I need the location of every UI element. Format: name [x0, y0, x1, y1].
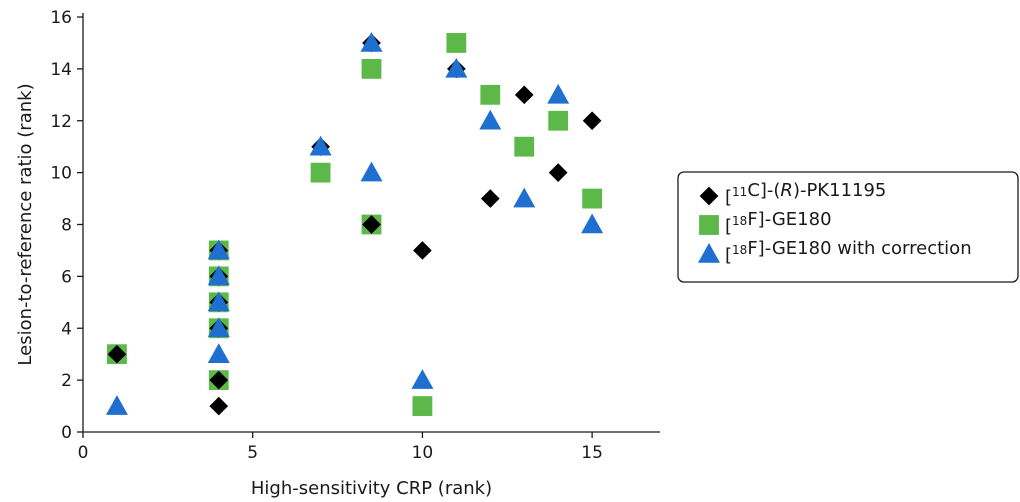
data-point-square: [548, 110, 569, 131]
data-point-diamond: [582, 111, 602, 131]
data-point-triangle: [360, 31, 383, 52]
x-tick-label: 5: [247, 443, 258, 463]
y-tick-label: 16: [50, 8, 72, 28]
y-tick-label: 2: [61, 371, 72, 391]
y-tick-label: 0: [61, 423, 72, 443]
legend-label: [18F]-GE180 with correction: [725, 238, 972, 266]
data-point-triangle: [105, 395, 128, 415]
data-point-square: [310, 162, 331, 183]
data-point-square: [412, 396, 433, 416]
data-point-triangle: [207, 343, 230, 363]
data-point-triangle: [207, 291, 230, 312]
legend: [11C]-(R)-PK11195[18F]-GE180[18F]-GE180 …: [677, 171, 1019, 283]
data-point-diamond: [413, 241, 432, 260]
data-point-triangle: [207, 265, 230, 286]
data-point-triangle: [581, 213, 604, 234]
x-tick-label: 10: [412, 443, 434, 463]
y-axis-title: Lesion-to-reference ratio (rank): [15, 83, 36, 365]
y-tick-label: 10: [50, 164, 72, 184]
data-point-triangle: [479, 109, 502, 130]
legend-marker-diamond: [699, 186, 719, 206]
legend-label: [11C]-(R)-PK11195: [725, 180, 886, 208]
data-point-diamond: [107, 344, 127, 364]
x-tick-label: 0: [78, 443, 89, 463]
legend-box: [677, 171, 1019, 283]
data-point-diamond: [362, 215, 381, 234]
y-tick-label: 14: [50, 60, 72, 80]
data-point-diamond: [514, 85, 534, 105]
data-point-triangle: [547, 83, 570, 104]
data-point-square: [446, 33, 467, 53]
legend-marker-triangle: [698, 243, 720, 263]
y-tick-label: 8: [61, 216, 72, 236]
data-point-square: [361, 58, 382, 79]
data-point-triangle: [411, 369, 434, 389]
data-point-triangle: [513, 187, 536, 208]
legend-label: [18F]-GE180: [725, 209, 832, 237]
y-tick-label: 4: [61, 319, 72, 339]
data-point-diamond: [209, 370, 229, 390]
y-tick-label: 12: [50, 112, 72, 132]
data-point-square: [514, 136, 535, 157]
data-point-triangle: [207, 317, 230, 338]
data-point-diamond: [480, 189, 500, 208]
data-point-square: [582, 188, 603, 209]
x-axis-title: High-sensitivity CRP (rank): [251, 478, 492, 499]
data-point-square: [480, 84, 501, 105]
legend-marker-square: [699, 215, 719, 235]
data-point-triangle: [309, 135, 332, 156]
axes: 0 2 4 6 8 10 12 14 16 0 5 10 15 High-sensitivity CRP …: [15, 8, 660, 499]
data-point-triangle: [445, 57, 468, 78]
y-tick-label: 6: [61, 267, 72, 287]
plot-points: [105, 31, 604, 416]
data-point-triangle: [207, 239, 230, 260]
data-point-diamond: [209, 396, 229, 416]
data-point-triangle: [360, 161, 383, 182]
x-tick-label: 15: [581, 443, 603, 463]
data-point-diamond: [548, 163, 568, 182]
